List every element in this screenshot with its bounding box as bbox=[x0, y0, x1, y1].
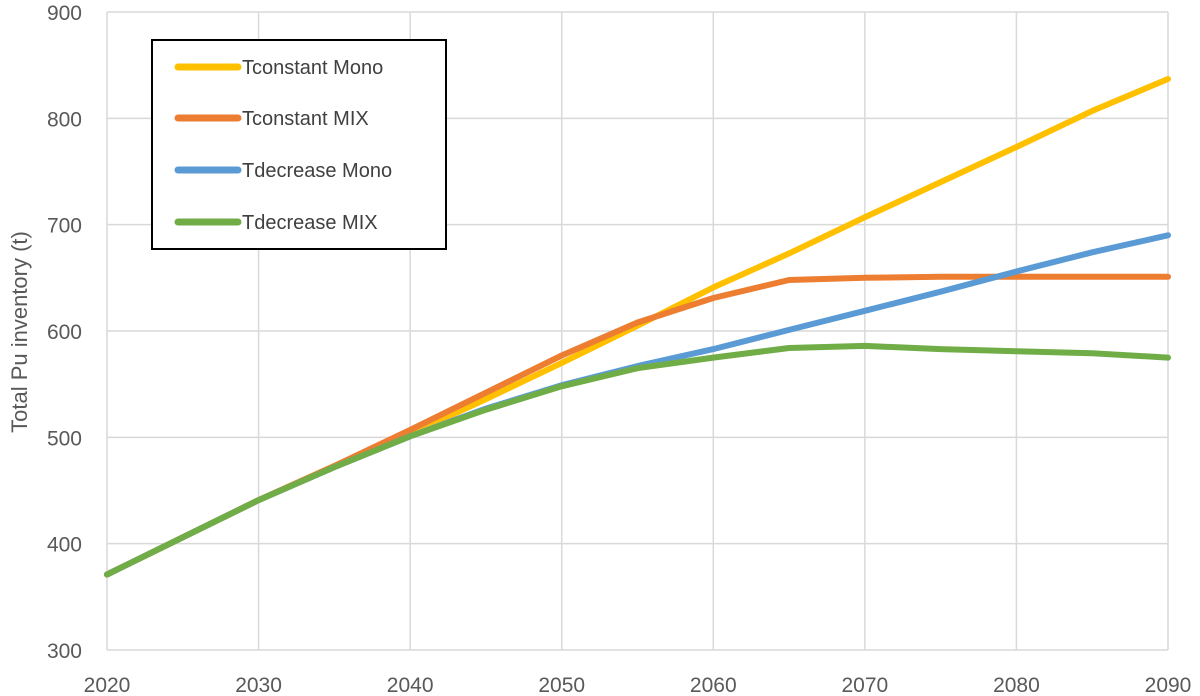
y-tick-label: 900 bbox=[47, 2, 82, 25]
y-tick-label: 600 bbox=[47, 321, 82, 344]
legend: Tconstant Mono Tconstant MIX Tdecrease Mon… bbox=[151, 39, 447, 250]
y-tick-label: 700 bbox=[47, 215, 82, 238]
x-tick-label: 2020 bbox=[84, 674, 131, 696]
series-line-tdecrease-mono bbox=[104, 232, 1171, 578]
x-tick-label: 2080 bbox=[993, 674, 1040, 696]
x-tick-label: 2090 bbox=[1145, 674, 1192, 696]
legend-label-tconstant-mono: Tconstant Mono bbox=[242, 57, 383, 79]
y-tick-label: 500 bbox=[47, 427, 82, 450]
x-tick-label: 2060 bbox=[690, 674, 737, 696]
series-line-tconstant-mix bbox=[104, 273, 1171, 578]
legend-box bbox=[151, 39, 447, 250]
tick-labels: 300 400 500 600 700 800 900 2020 2030 2040 2050 206… bbox=[47, 2, 1191, 696]
y-tick-label: 400 bbox=[47, 534, 82, 557]
y-axis-title: Total Pu inventory (t) bbox=[7, 231, 32, 433]
y-tick-label: 300 bbox=[47, 640, 82, 663]
legend-label-tdecrease-mono: Tdecrease Mono bbox=[242, 160, 392, 182]
series-line-tdecrease-mix bbox=[104, 342, 1171, 578]
x-tick-label: 2050 bbox=[538, 674, 585, 696]
y-tick-label: 800 bbox=[47, 108, 82, 131]
series-lines bbox=[104, 76, 1171, 578]
x-tick-label: 2030 bbox=[235, 674, 282, 696]
legend-label-tconstant-mix: Tconstant MIX bbox=[242, 108, 369, 130]
x-tick-label: 2070 bbox=[841, 674, 888, 696]
legend-label-tdecrease-mix: Tdecrease MIX bbox=[242, 212, 378, 234]
x-tick-label: 2040 bbox=[387, 674, 434, 696]
